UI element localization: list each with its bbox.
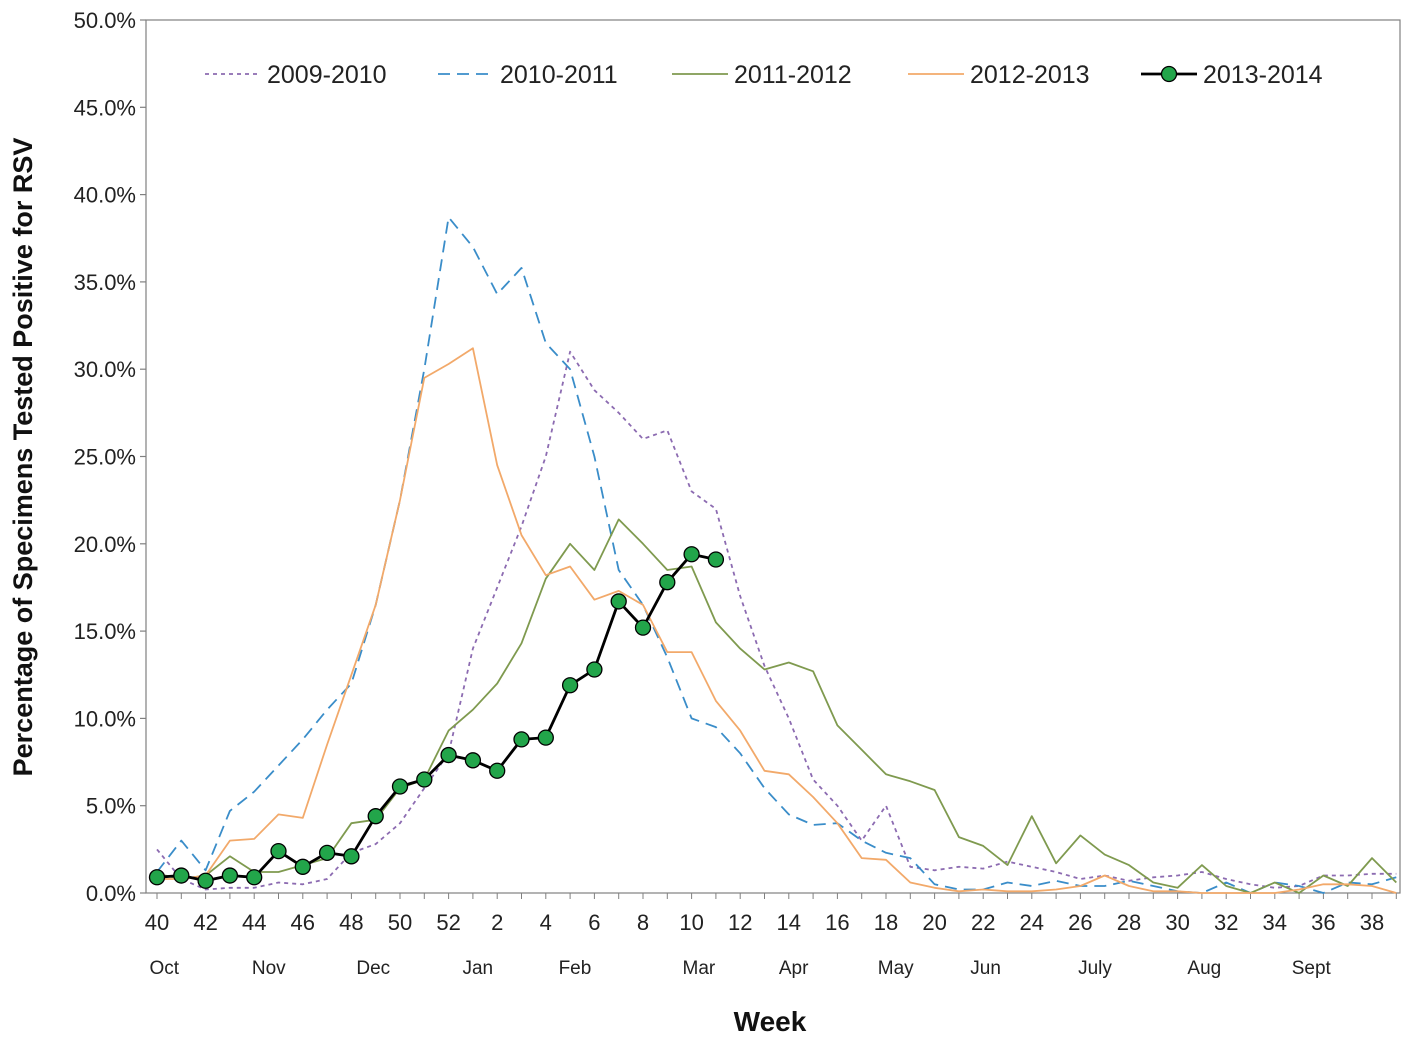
legend-label: 2013-2014 [1203, 61, 1323, 89]
x-tick-label: 50 [388, 910, 412, 935]
series-layer [148, 216, 1397, 894]
data-point-2013-2014 [318, 844, 336, 861]
x-tick-label: 32 [1214, 910, 1238, 935]
data-point-2013-2014 [489, 762, 506, 779]
data-point-2013-2014 [343, 848, 360, 865]
y-axis: 0.0% 5.0% 10.0% 15.0% 20.0% 25.0% 30.0% 35.0% 40… [74, 8, 146, 906]
data-point-2013-2014 [440, 746, 457, 764]
x-tick-label: 34 [1263, 910, 1287, 935]
y-tick-label: 45.0% [74, 95, 136, 120]
data-point-2013-2014 [197, 872, 214, 889]
month-label: Jun [970, 958, 1001, 979]
month-label: Feb [559, 958, 592, 979]
x-tick-label: 16 [825, 910, 849, 935]
x-tick-label: 12 [728, 910, 752, 935]
y-tick-label: 40.0% [74, 183, 136, 208]
data-point-2013-2014 [513, 731, 530, 748]
x-tick-label: 22 [971, 910, 995, 935]
series-line-2009-2010 [156, 350, 1397, 891]
x-axis: 40 42 44 46 48 50 52 2 4 6 8 10 12 14 16 18 20 22 24 26 28 30… [145, 893, 1397, 935]
data-point-2013-2014 [561, 677, 579, 694]
legend: 2009-2010 2010-2011 2011-2012 2012-2013 2013… [205, 61, 1323, 89]
data-point-2013-2014 [270, 842, 287, 860]
y-tick-label: 35.0% [74, 270, 136, 295]
data-point-2013-2014 [610, 593, 627, 610]
data-point-2013-2014 [148, 869, 166, 886]
data-point-2013-2014 [391, 778, 409, 795]
x-tick-label: 2 [491, 910, 503, 935]
y-tick-label: 15.0% [74, 619, 136, 644]
x-tick-label: 48 [339, 910, 363, 935]
month-label: Aug [1187, 958, 1221, 979]
x-tick-label: 14 [777, 910, 801, 935]
series-line-2012-2013 [157, 347, 1397, 894]
x-tick-label: 6 [588, 910, 600, 935]
month-label: Mar [683, 958, 716, 979]
month-label: July [1078, 958, 1112, 979]
x-tick-label: 36 [1311, 910, 1335, 935]
x-tick-label: 30 [1165, 910, 1189, 935]
y-axis-title: Percentage of Specimens Tested Positive … [8, 138, 38, 777]
y-tick-label: 5.0% [86, 794, 136, 819]
data-point-2013-2014 [586, 661, 603, 678]
data-point-2013-2014 [683, 546, 700, 563]
data-point-2013-2014 [659, 574, 676, 591]
data-point-2013-2014 [416, 771, 433, 788]
x-tick-label: 40 [145, 910, 169, 935]
month-label: Dec [356, 958, 390, 979]
x-tick-label: 28 [1117, 910, 1141, 935]
series-line-2011-2012 [156, 518, 1397, 894]
x-tick-label: 38 [1360, 910, 1384, 935]
x-tick-label: 24 [1020, 910, 1044, 935]
y-tick-label: 25.0% [74, 445, 136, 470]
data-point-2013-2014 [221, 867, 239, 884]
y-tick-label: 50.0% [74, 8, 136, 33]
data-point-2013-2014 [294, 858, 311, 875]
y-tick-label: 0.0% [86, 881, 136, 906]
month-label: Sept [1292, 958, 1332, 979]
x-tick-label: 46 [291, 910, 315, 935]
legend-label: 2010-2011 [500, 61, 618, 89]
x-tick-label: 10 [679, 910, 703, 935]
legend-label: 2012-2013 [970, 61, 1090, 89]
x-tick-label: 26 [1068, 910, 1092, 935]
data-point-2013-2014 [173, 867, 190, 884]
x-tick-label: 8 [637, 910, 649, 935]
legend-label: 2009-2010 [267, 61, 387, 89]
data-point-2013-2014 [707, 551, 725, 568]
y-tick-label: 10.0% [74, 706, 136, 731]
month-label: Apr [779, 958, 809, 979]
x-tick-label: 42 [193, 910, 217, 935]
x-tick-label: 18 [874, 910, 898, 935]
month-label: May [878, 958, 914, 979]
legend-marker [1160, 65, 1178, 83]
x-tick-label: 20 [922, 910, 946, 935]
x-tick-label: 44 [242, 910, 266, 935]
month-labels: Oct Nov Dec Jan Feb Mar Apr May Jun July Aug Sept [150, 958, 1332, 979]
data-point-2013-2014 [537, 729, 554, 746]
month-label: Oct [150, 958, 180, 979]
legend-label: 2011-2012 [734, 61, 852, 89]
y-tick-label: 20.0% [74, 532, 136, 557]
x-tick-label: 52 [436, 910, 460, 935]
data-point-2013-2014 [634, 619, 652, 636]
data-point-2013-2014 [246, 869, 263, 886]
x-tick-label: 4 [540, 910, 552, 935]
y-tick-label: 30.0% [74, 357, 136, 382]
month-label: Nov [252, 958, 286, 979]
x-axis-title: Week [734, 1006, 807, 1037]
data-point-2013-2014 [367, 808, 384, 825]
plot-area [145, 19, 1401, 894]
month-label: Jan [462, 958, 493, 979]
data-point-2013-2014 [464, 752, 482, 769]
